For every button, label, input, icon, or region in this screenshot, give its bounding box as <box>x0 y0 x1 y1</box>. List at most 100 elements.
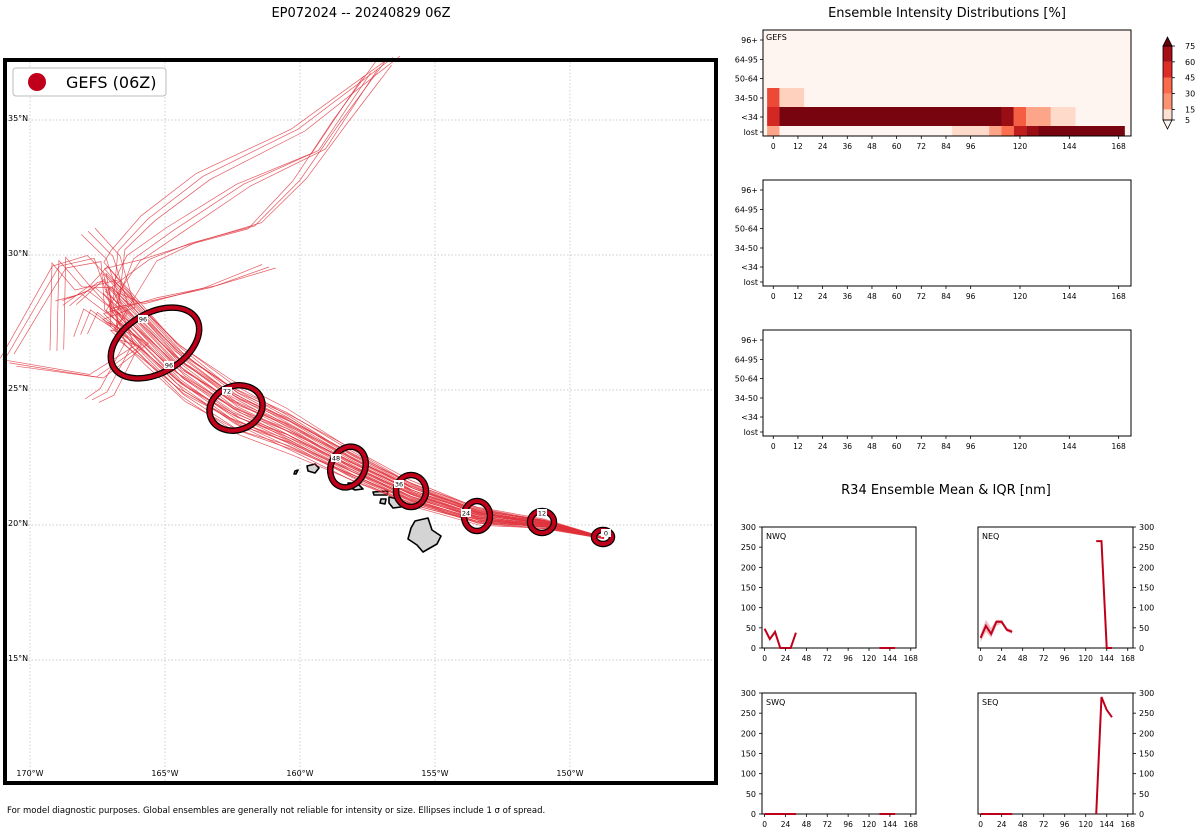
r34-mean-line-late <box>1096 540 1112 649</box>
ellipse-label: 48 <box>332 455 340 463</box>
colorbar-segment <box>1163 93 1172 110</box>
y-tick-label: 64-95 <box>735 356 758 365</box>
ellipse-label: 0 <box>604 530 608 538</box>
ellipse-label: 24 <box>462 510 470 518</box>
x-tick-label: 12 <box>793 442 803 451</box>
x-tick-label: 60 <box>892 442 902 451</box>
ellipse-label-bg <box>537 509 547 517</box>
spread-ellipse <box>394 473 428 509</box>
lon-label: 170°W <box>16 769 43 778</box>
lon-label: 155°W <box>421 769 448 778</box>
ensemble-track <box>56 259 605 539</box>
r34-frame <box>761 526 917 649</box>
y-tick-label: 64-95 <box>735 56 758 65</box>
heatmap-cell <box>1026 107 1051 126</box>
r34-panel-neq: NEQ 300 250 200 150 100 50 0 0 24 48 72 96 120 144 168 <box>977 523 1154 663</box>
heatmap-area <box>763 330 1131 436</box>
x-tick-label: 72 <box>917 292 927 301</box>
ensemble-track <box>115 55 605 539</box>
colorbar-tick-label: 5 <box>1185 116 1190 125</box>
colorbar-extend-top <box>1162 36 1173 47</box>
x-tick-label: 120 <box>862 654 877 663</box>
island-niihau <box>293 469 299 475</box>
x-tick-label: 120 <box>1013 442 1028 451</box>
heatmap-cell <box>989 126 1002 136</box>
x-tick-label: 72 <box>822 654 832 663</box>
ellipse-label: 12 <box>538 510 546 518</box>
y-tick-label: 50 <box>746 790 756 799</box>
map-background <box>5 60 716 783</box>
colorbar-segment <box>1163 46 1172 62</box>
ensemble-track <box>112 266 605 539</box>
heatmap-frame <box>762 329 1132 437</box>
y-tick-label: 200 <box>741 729 756 738</box>
ellipse-label-bg <box>164 361 174 369</box>
colorbar-tick-label: 60 <box>1185 58 1195 67</box>
colorbar-tick-label: 15 <box>1185 105 1195 114</box>
r34-panel-nwq: NWQ 300 250 200 150 100 50 00 24 48 72 96 120 144 168 <box>741 523 918 663</box>
x-tick-label: 72 <box>917 442 927 451</box>
x-tick-label: 24 <box>818 292 828 301</box>
y-tick-label: 200 <box>741 563 756 572</box>
map-title: EP072024 -- 20240829 06Z <box>271 6 450 21</box>
heatmap-cell <box>1001 126 1014 136</box>
y-tick-label: 100 <box>741 604 756 613</box>
legend-label: GEFS (06Z) <box>66 73 156 92</box>
x-tick-label: 120 <box>862 820 877 829</box>
x-tick-label: 96 <box>966 442 976 451</box>
y-tick-label: 100 <box>1139 604 1154 613</box>
y-tick-label: 250 <box>1139 709 1154 718</box>
x-tick-label: 36 <box>843 292 853 301</box>
y-tick-label: 96+ <box>741 186 758 195</box>
heatmap-cell <box>1013 126 1027 136</box>
y-tick-label: lost <box>744 278 758 287</box>
ensemble-track <box>68 287 605 539</box>
map-legend: GEFS (06Z) <box>12 67 167 97</box>
colorbar-extend-bottom <box>1162 119 1173 130</box>
x-tick-label: 120 <box>1079 654 1094 663</box>
r34-panel-seq: SEQ 300 250 200 150 100 50 0 0 24 48 72 96 120 144 168 <box>977 689 1154 829</box>
x-tick-label: 0 <box>771 442 776 451</box>
footer-note: For model diagnostic purposes. Global en… <box>7 806 545 816</box>
heatmap-cell <box>1038 126 1125 136</box>
y-tick-label: 150 <box>1139 750 1154 759</box>
x-tick-label: 168 <box>904 654 919 663</box>
y-tick-label: 300 <box>1139 689 1154 698</box>
ensemble-track <box>94 227 605 540</box>
y-tick-label: 50-64 <box>735 75 758 84</box>
x-tick-label: 0 <box>978 654 983 663</box>
y-tick-label: 250 <box>1139 543 1154 552</box>
ellipse-label: 36 <box>395 481 403 489</box>
r34-mean-line-late <box>1095 696 1113 815</box>
ensemble-track <box>13 261 605 539</box>
x-tick-label: 24 <box>818 142 828 151</box>
x-tick-label: 144 <box>1100 820 1115 829</box>
r34-frame <box>977 526 1134 649</box>
x-tick-label: 0 <box>978 820 983 829</box>
heatmap-cell <box>779 88 805 107</box>
x-tick-label: 48 <box>802 654 812 663</box>
ensemble-track <box>98 338 605 540</box>
x-tick-label: 60 <box>892 292 902 301</box>
lon-label: 150°W <box>556 769 583 778</box>
intensity-panel-3: 96+ 64-95 50-64 34-50 <34 lost 0 12 24 36 48 60 72 84… <box>735 329 1132 451</box>
heatmap-cell <box>779 107 1002 126</box>
x-tick-label: 144 <box>1062 442 1077 451</box>
x-tick-label: 0 <box>762 820 767 829</box>
ensemble-track <box>63 256 605 539</box>
map-frame <box>3 58 718 785</box>
r34-title: R34 Ensemble Mean & IQR [nm] <box>841 483 1051 498</box>
lat-tick-labels: 15°N 20°N 25°N 30°N 35°N <box>8 114 28 663</box>
map-panel: 0 12 24 36 48 72 96 96 170°W 165°W 160°W 155°W … <box>0 55 718 785</box>
y-tick-label: <34 <box>741 263 758 272</box>
legend-marker <box>28 73 46 91</box>
heatmap-frame <box>762 29 1132 137</box>
y-tick-label: 34-50 <box>735 244 758 253</box>
island-lanai <box>379 498 387 505</box>
ellipse-label-bg <box>461 509 471 517</box>
ensemble-track <box>87 230 605 539</box>
colorbar-tick-label: 75 <box>1185 42 1195 51</box>
lat-label: 25°N <box>8 384 28 393</box>
x-tick-label: 24 <box>781 654 791 663</box>
